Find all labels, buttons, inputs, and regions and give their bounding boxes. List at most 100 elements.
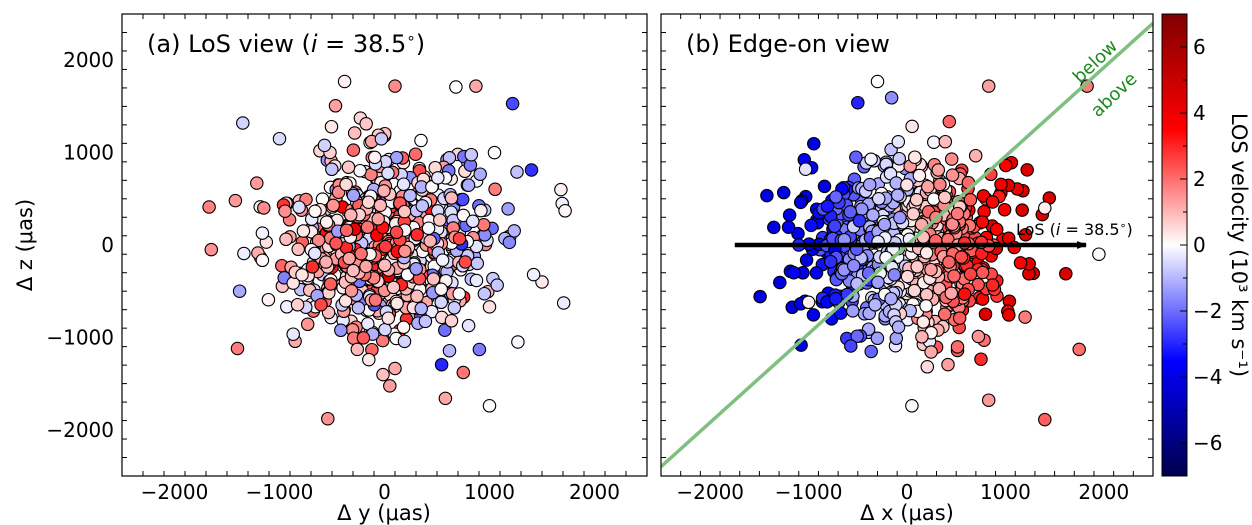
scatter-point xyxy=(505,96,520,111)
panel-a: −2000 −1000 0 1000 2000 −2000 −1000 0 1000 2000 (… xyxy=(13,13,648,525)
y-tick-label: 0 xyxy=(101,233,114,257)
scatter-point xyxy=(975,265,990,280)
scatter-point xyxy=(950,206,965,221)
scatter-point xyxy=(435,253,450,267)
scatter-point xyxy=(981,79,996,93)
scatter-point xyxy=(469,273,484,288)
scatter-point xyxy=(862,177,877,192)
scatter-point xyxy=(781,220,796,234)
scatter-point xyxy=(945,168,960,182)
scatter-point xyxy=(773,275,787,290)
scatter-point xyxy=(280,300,294,314)
scatter-point xyxy=(844,339,858,353)
scatter-point xyxy=(295,268,309,282)
scatter-point xyxy=(323,277,338,291)
scatter-point xyxy=(989,222,1004,237)
scatter-point xyxy=(919,299,933,313)
scatter-point xyxy=(338,294,353,308)
colorbar-tick-label: −4 xyxy=(1193,365,1222,389)
scatter-point xyxy=(827,219,842,233)
colorbar-tick-label: −2 xyxy=(1193,299,1222,323)
scatter-point xyxy=(558,204,572,218)
scatter-point xyxy=(942,255,956,269)
scatter-point xyxy=(887,268,902,282)
scatter-point xyxy=(1038,201,1052,215)
scatter-point xyxy=(410,228,424,242)
scatter-point xyxy=(905,399,919,413)
scatter-point xyxy=(817,179,832,194)
scatter-point xyxy=(926,192,941,206)
panel-a-frame xyxy=(121,13,648,477)
scatter-point xyxy=(526,267,541,282)
scatter-point xyxy=(397,204,412,219)
scatter-point xyxy=(397,334,412,349)
scatter-point xyxy=(339,223,354,238)
scatter-point xyxy=(373,198,388,213)
scatter-point xyxy=(433,213,447,227)
panel-b-overlays xyxy=(661,21,1153,469)
scatter-point xyxy=(308,246,322,261)
scatter-point xyxy=(997,202,1012,217)
x-tick-label: 2000 xyxy=(569,480,620,504)
panel-b-ticks: −2000 −1000 0 1000 2000 xyxy=(660,13,1154,504)
scatter-point xyxy=(250,176,264,190)
scatter-point xyxy=(482,300,497,314)
scatter-point xyxy=(963,267,978,281)
scatter-point xyxy=(900,178,914,192)
scatter-point xyxy=(864,152,878,167)
scatter-point xyxy=(326,198,340,213)
scatter-point xyxy=(807,136,821,151)
scatter-point xyxy=(415,199,430,213)
scatter-point xyxy=(804,218,818,233)
panel-b-points xyxy=(753,74,1106,427)
scatter-point xyxy=(968,148,983,163)
scatter-point xyxy=(455,192,470,207)
scatter-point xyxy=(418,314,433,329)
scatter-point xyxy=(272,131,287,146)
x-tick-label: −2000 xyxy=(676,480,744,504)
scatter-point xyxy=(907,283,922,298)
scatter-point xyxy=(292,200,306,214)
scatter-point xyxy=(398,244,412,259)
scatter-point xyxy=(900,269,915,284)
scatter-point xyxy=(472,342,487,357)
scatter-point xyxy=(919,287,934,302)
scatter-point xyxy=(994,177,1008,192)
scatter-point xyxy=(942,114,957,129)
scatter-point xyxy=(921,179,935,194)
scatter-point xyxy=(870,74,885,89)
scatter-point xyxy=(957,287,972,301)
scatter-point xyxy=(793,195,808,210)
scatter-point xyxy=(389,225,404,240)
scatter-point xyxy=(386,280,401,295)
y-tick-label: −2000 xyxy=(46,418,114,442)
scatter-point xyxy=(452,287,466,301)
scatter-point xyxy=(937,307,952,321)
scatter-point xyxy=(374,132,389,146)
scatter-point xyxy=(502,235,517,250)
scatter-point xyxy=(915,330,929,344)
scatter-point xyxy=(477,286,492,301)
scatter-point xyxy=(325,162,339,177)
scatter-point xyxy=(919,245,934,260)
scatter-point xyxy=(452,231,467,246)
scatter-point xyxy=(855,202,869,216)
scatter-point xyxy=(341,160,356,174)
scatter-point xyxy=(426,272,441,286)
scatter-point xyxy=(487,145,502,160)
scatter-point xyxy=(317,138,332,153)
scatter-point xyxy=(255,253,270,268)
scatter-point xyxy=(334,323,348,338)
scatter-point xyxy=(278,204,292,218)
scatter-point xyxy=(535,275,549,289)
scatter-point xyxy=(828,292,843,306)
scatter-point xyxy=(891,135,906,149)
scatter-point xyxy=(1092,247,1106,261)
scatter-point xyxy=(449,80,463,94)
scatter-point xyxy=(820,199,835,213)
scatter-point xyxy=(950,340,965,354)
scatter-point xyxy=(474,203,488,218)
scatter-point xyxy=(809,266,824,280)
scatter-point xyxy=(482,399,497,413)
